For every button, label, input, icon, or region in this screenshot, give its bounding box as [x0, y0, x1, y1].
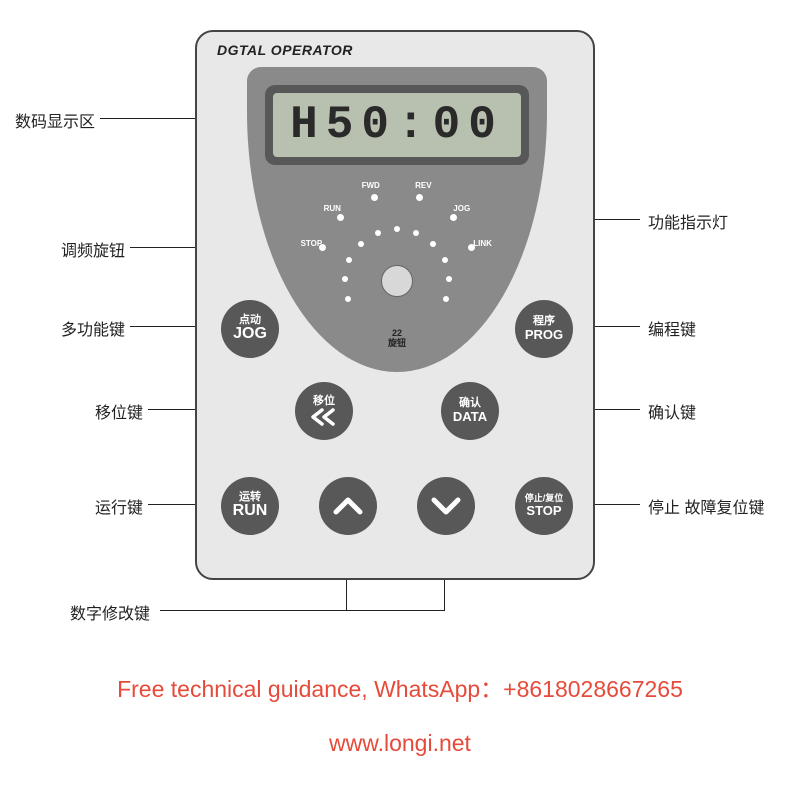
panel-title: DGTAL OPERATOR	[217, 42, 353, 58]
callout-jog: 多功能键	[0, 316, 125, 340]
shift-zh: 移位	[313, 396, 335, 408]
status-led-run	[337, 214, 344, 221]
dial-caption: 22 旋钮	[388, 329, 406, 349]
footer-contact: Free technical guidance, WhatsApp：+86180…	[0, 670, 800, 704]
prog-button[interactable]: 程序 PROG	[515, 300, 573, 358]
status-label-stop: STOP	[301, 239, 323, 248]
dial-dot	[430, 241, 436, 247]
dial-knob[interactable]	[381, 265, 413, 297]
footer-url: www.longi.net	[0, 730, 800, 757]
callout-shift: 移位键	[0, 399, 143, 423]
stop-en: STOP	[526, 504, 561, 518]
dial-dot	[342, 276, 348, 282]
stop-button[interactable]: 停止/复位 STOP	[515, 477, 573, 535]
jog-button[interactable]: 点动 JOG	[221, 300, 279, 358]
dial-caption-txt: 旋钮	[388, 339, 406, 349]
lcd-bezel: H50:00	[265, 85, 529, 165]
dial-dot	[442, 257, 448, 263]
callout-dial-knob: 调频旋钮	[0, 237, 125, 261]
shift-button[interactable]: 移位	[295, 382, 353, 440]
run-button[interactable]: 运转 RUN	[221, 477, 279, 535]
chevron-up-icon	[332, 496, 364, 516]
run-en: RUN	[233, 503, 268, 520]
callout-stop: 停止 故障复位键	[648, 494, 764, 518]
status-led-jog	[450, 214, 457, 221]
dial-dot	[443, 296, 449, 302]
operator-panel: DGTAL OPERATOR H50:00 STOP RUN FWD REV JOG LI…	[195, 30, 595, 580]
dial-dot	[446, 276, 452, 282]
dial-dot	[394, 226, 400, 232]
callout-prog: 编程键	[648, 316, 696, 340]
dial-dot	[346, 257, 352, 263]
lcd-display: H50:00	[273, 93, 521, 157]
callout-digit-mod: 数字修改键	[70, 600, 150, 624]
status-label-link: LINK	[473, 239, 492, 248]
leader-digit-h	[160, 610, 445, 611]
panel-shield: H50:00 STOP RUN FWD REV JOG LINK 22 旋钮	[247, 67, 547, 372]
data-button[interactable]: 确认 DATA	[441, 382, 499, 440]
status-label-jog: JOG	[453, 204, 470, 213]
data-en: DATA	[453, 410, 487, 424]
callout-data: 确认键	[648, 399, 696, 423]
status-label-rev: REV	[415, 181, 431, 190]
dial-dot	[413, 230, 419, 236]
jog-en: JOG	[233, 326, 267, 343]
dial-dot	[375, 230, 381, 236]
prog-en: PROG	[525, 328, 563, 342]
chevron-left-double-icon	[309, 408, 339, 426]
status-led-rev	[416, 194, 423, 201]
dial-dot	[345, 296, 351, 302]
dial-dot	[358, 241, 364, 247]
status-label-run: RUN	[324, 204, 341, 213]
chevron-down-icon	[430, 496, 462, 516]
status-led-fwd	[371, 194, 378, 201]
callout-func-led: 功能指示灯	[648, 209, 728, 233]
status-label-fwd: FWD	[362, 181, 380, 190]
callout-run: 运行键	[0, 494, 143, 518]
callout-display-area: 数码显示区	[0, 108, 95, 132]
diagram-canvas: 数码显示区 调频旋钮 多功能键 移位键 运行键 功能指示灯 编程键 确认键 停止…	[0, 0, 800, 787]
up-button[interactable]	[319, 477, 377, 535]
down-button[interactable]	[417, 477, 475, 535]
